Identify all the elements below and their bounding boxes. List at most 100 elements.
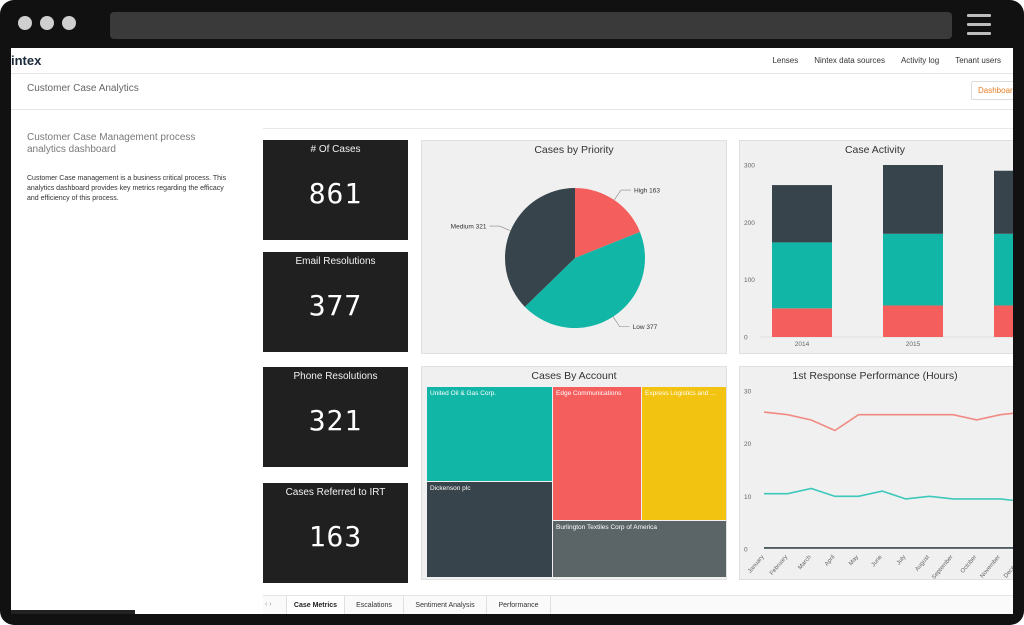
kpi-tile-cases[interactable]: # Of Cases 861 (263, 140, 408, 240)
chart-case-activity[interactable]: 0 100 200 300 2014 2015 Case Activity (739, 140, 1013, 354)
y-tick-label: 10 (744, 494, 752, 501)
treemap-label: Edge Communications (556, 390, 622, 397)
line-series (764, 487, 1013, 502)
bar-segment (772, 185, 832, 243)
tab-case-metrics[interactable]: Case Metrics (286, 596, 345, 614)
treemap-label: United Oil & Gas Corp. (430, 390, 497, 397)
brand-logo[interactable]: intex (11, 53, 42, 68)
nav-link-lenses[interactable]: Lenses (772, 56, 799, 65)
pie-slice (505, 188, 575, 307)
page-header: Customer Case Analytics Dashboard (11, 75, 1013, 110)
address-bar[interactable] (110, 12, 952, 39)
x-tick-label: September (931, 554, 954, 580)
pie-data-label: Low 377 (633, 324, 658, 331)
app-screen: intex Lenses Nintex data sources Activit… (11, 48, 1013, 614)
chart-title: Cases By Account (531, 370, 617, 382)
x-tick-label: July (896, 554, 907, 566)
x-tick-label: January (747, 554, 765, 574)
chart-title: 1st Response Performance (Hours) (792, 370, 958, 382)
x-tick-label: June (871, 554, 884, 568)
treemap-cell[interactable]: Burlington Textiles Corp of America (553, 521, 726, 577)
bar-segment (883, 233, 943, 306)
pie-leader-line (489, 225, 511, 232)
report-description: Customer Case management is a business c… (27, 175, 227, 202)
bar-segment (883, 165, 943, 234)
report-heading: Customer Case Management process analyti… (27, 132, 196, 155)
treemap-label: Express Logistics and ... (645, 390, 716, 397)
chart-title: Cases by Priority (534, 144, 614, 156)
bar-segment (994, 170, 1013, 234)
kpi-tile-irt[interactable]: Cases Referred to IRT 163 (263, 483, 408, 583)
pie-data-label: High 163 (634, 188, 660, 195)
y-tick-label: 30 (744, 389, 752, 396)
x-tick-label: February (769, 554, 789, 576)
treemap-cell[interactable]: Express Logistics and ... (642, 387, 726, 520)
nav-link-activity-log[interactable]: Activity log (900, 56, 940, 65)
window-control-dot[interactable] (62, 16, 76, 30)
x-tick-label: March (797, 554, 812, 571)
x-tick-label: November (980, 554, 1002, 579)
x-tick-label: 2015 (906, 341, 921, 348)
bar-segment (772, 242, 832, 309)
dashboard-divider (263, 128, 1013, 129)
kpi-value: 321 (308, 404, 363, 437)
pie-chart: High 163 Low 377 Medium 321 (451, 188, 661, 332)
y-tick-label: 20 (744, 441, 752, 448)
bar-segment (994, 305, 1013, 337)
kpi-tile-email[interactable]: Email Resolutions 377 (263, 252, 408, 352)
kpi-label: Phone Resolutions (293, 371, 378, 382)
bar-segment (883, 305, 943, 337)
treemap-label: Dickenson plc (430, 485, 471, 492)
window-control-dot[interactable] (18, 16, 32, 30)
y-tick-label: 0 (744, 547, 748, 554)
kpi-label: Email Resolutions (295, 256, 376, 267)
kpi-value: 861 (308, 177, 363, 210)
line-series (763, 411, 1013, 432)
top-nav: intex Lenses Nintex data sources Activit… (11, 48, 1013, 74)
nav-links: Lenses Nintex data sources Activity log … (772, 56, 1001, 65)
x-tick-label: April (824, 554, 836, 567)
bar-chart: 0 100 200 300 2014 2015 (744, 163, 1013, 348)
kpi-value: 163 (308, 520, 363, 553)
report-info-pane: Customer Case Management process analyti… (27, 132, 227, 204)
x-tick-label: 2014 (795, 341, 810, 348)
x-tick-label: May (848, 554, 860, 567)
bar-segment (994, 233, 1013, 306)
tab-performance[interactable]: Performance (487, 596, 551, 614)
treemap-cell[interactable]: Dickenson plc (427, 482, 552, 577)
x-tick-label: October (960, 554, 978, 574)
pie-slice (575, 188, 640, 258)
tab-sentiment-analysis[interactable]: Sentiment Analysis (404, 596, 487, 614)
tab-scroll-arrows[interactable]: ‹ › (265, 601, 272, 608)
treemap-label: Burlington Textiles Corp of America (556, 524, 658, 531)
pane-scrollbar[interactable] (11, 610, 135, 614)
page-title: Customer Case Analytics (27, 83, 139, 94)
y-tick-label: 100 (744, 277, 755, 284)
kpi-value: 377 (308, 289, 363, 322)
chart-cases-by-priority[interactable]: High 163 Low 377 Medium 321 Cases by Prior… (421, 140, 727, 354)
nav-link-tenant-users[interactable]: Tenant users (955, 56, 1001, 65)
chart-response-performance[interactable]: 0 10 20 30 January February March April May June J… (739, 366, 1013, 581)
treemap-cell[interactable]: United Oil & Gas Corp. (427, 387, 552, 481)
pie-leader-line (612, 316, 630, 328)
kpi-label: # Of Cases (310, 144, 361, 155)
window-control-dot[interactable] (40, 16, 54, 30)
treemap-cell[interactable]: Edge Communications (553, 387, 641, 520)
line-chart: 0 10 20 30 January February March April May June J… (744, 389, 1013, 581)
kpi-tile-phone[interactable]: Phone Resolutions 321 (263, 367, 408, 467)
x-tick-label: December (1003, 554, 1013, 579)
pie-slice (524, 231, 645, 329)
nav-link-data-sources[interactable]: Nintex data sources (814, 56, 885, 65)
x-tick-label: August (914, 554, 931, 572)
y-tick-label: 0 (744, 335, 748, 342)
chart-title: Case Activity (844, 144, 906, 156)
dashboard-button[interactable]: Dashboard (971, 81, 1013, 100)
pie-leader-line (613, 189, 631, 201)
chart-cases-by-account[interactable]: Cases By Account United Oil & Gas Corp. … (421, 366, 727, 580)
y-tick-label: 200 (744, 220, 755, 227)
y-tick-label: 300 (744, 163, 755, 170)
tab-escalations[interactable]: Escalations (345, 596, 404, 614)
browser-topbar (0, 0, 1024, 48)
menu-icon[interactable] (967, 14, 991, 36)
